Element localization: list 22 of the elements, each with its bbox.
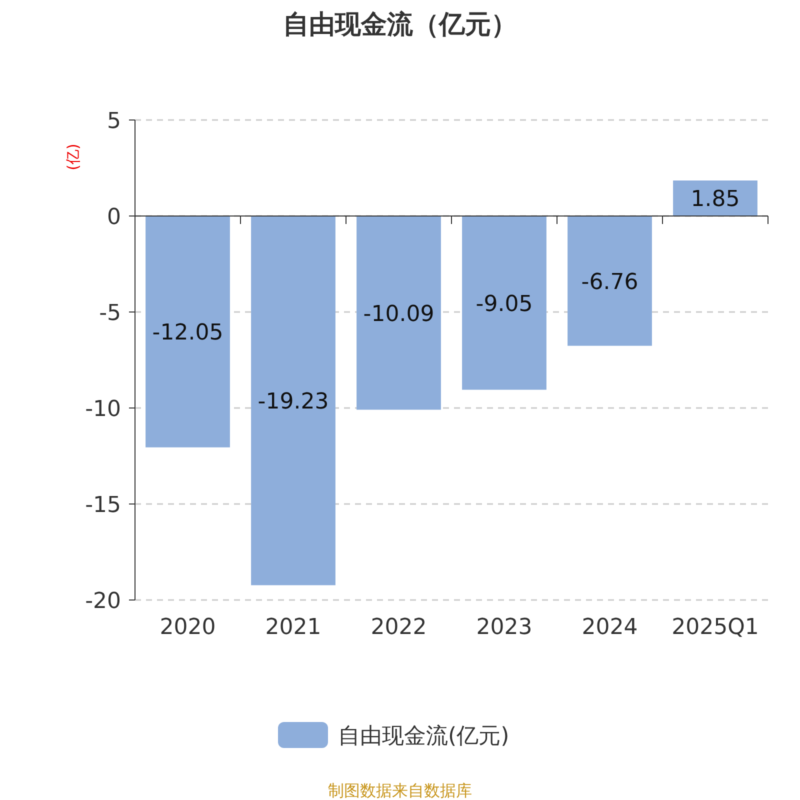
x-tick-label: 2023 <box>476 615 532 640</box>
data-label: -19.23 <box>258 390 329 415</box>
y-axis-title: (亿) <box>64 144 82 170</box>
data-label: 1.85 <box>690 187 740 212</box>
y-tick-label: 5 <box>107 109 121 134</box>
y-tick-label: -10 <box>85 397 121 422</box>
text: 制图数据来自数据库 <box>328 781 472 800</box>
data-label: -6.76 <box>581 270 638 295</box>
x-tick-label: 2021 <box>265 615 322 640</box>
y-tick-label: -20 <box>85 589 121 614</box>
x-tick-label: 2025Q1 <box>672 615 759 640</box>
y-tick-label: -15 <box>85 493 121 518</box>
chart-title: 自由现金流（亿元） <box>283 10 517 40</box>
y-tick-label: -5 <box>99 301 121 326</box>
legend-label: 自由现金流(亿元) <box>338 724 510 749</box>
data-label: -12.05 <box>152 320 224 346</box>
x-tick-label: 2020 <box>160 615 216 640</box>
data-label: -10.09 <box>363 302 434 327</box>
data-label: -9.05 <box>476 292 533 317</box>
x-tick-label: 2022 <box>370 615 427 640</box>
y-tick-label: 0 <box>107 205 121 230</box>
x-tick-label: 2024 <box>582 615 638 640</box>
